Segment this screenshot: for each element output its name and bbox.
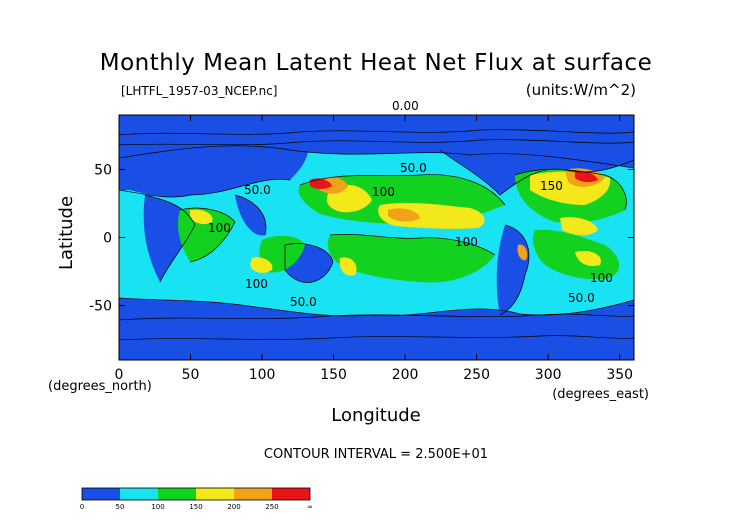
colorbar-label: 100 xyxy=(151,503,164,511)
x-axis-ticks: 0 50 100 150 200 250 300 350 xyxy=(115,115,633,383)
colorbar-swatch xyxy=(196,488,234,500)
contour-label: 100 xyxy=(372,185,395,199)
contour-label: 150 xyxy=(540,179,563,193)
x-axis-units: (degrees_east) xyxy=(552,387,649,402)
x-tick-label: 100 xyxy=(249,367,276,383)
contour-label: 50.0 xyxy=(568,291,595,305)
contour-label: 100 xyxy=(208,221,231,235)
contour-label: 50.0 xyxy=(290,295,317,309)
file-label: [LHTFL_1957-03_NCEP.nc] xyxy=(121,84,277,98)
colorbar: 0 50 100 150 200 250 ∞ xyxy=(80,487,313,511)
plot-area: 50.0 50.0 100 150 100 100 100 100 50.0 5… xyxy=(119,115,634,360)
colorbar-label: 250 xyxy=(265,503,278,511)
colorbar-swatch xyxy=(120,488,158,500)
y-tick-label: -50 xyxy=(89,299,112,315)
y-axis-ticks: 50 0 -50 xyxy=(89,162,634,315)
band-250-inf xyxy=(310,171,598,189)
x-tick-label: 0 xyxy=(115,367,124,383)
chart-title: Monthly Mean Latent Heat Net Flux at sur… xyxy=(100,50,652,76)
colorbar-swatch xyxy=(272,488,310,500)
x-tick-label: 150 xyxy=(320,367,347,383)
colorbar-label: 200 xyxy=(227,503,240,511)
colorbar-swatch xyxy=(158,488,196,500)
y-axis-label: Latitude xyxy=(56,196,77,270)
x-tick-label: 50 xyxy=(182,367,200,383)
colorbar-swatch xyxy=(234,488,272,500)
colorbar-label: 150 xyxy=(189,503,202,511)
contour-lines xyxy=(119,129,634,341)
y-tick-label: 0 xyxy=(103,231,112,247)
colorbar-label: ∞ xyxy=(307,503,313,511)
contour-label: 50.0 xyxy=(400,161,427,175)
x-tick-label: 200 xyxy=(392,367,419,383)
colorbar-frame xyxy=(81,487,311,501)
colorbar-swatch xyxy=(82,488,120,500)
x-tick-label: 250 xyxy=(463,367,490,383)
x-axis-label: Longitude xyxy=(331,405,421,426)
contour-label: 100 xyxy=(590,271,613,285)
x-tick-label: 300 xyxy=(535,367,562,383)
contour-interval: CONTOUR INTERVAL = 2.500E+01 xyxy=(264,447,488,462)
y-tick-label: 50 xyxy=(94,162,112,178)
colorbar-label: 50 xyxy=(116,503,125,511)
colorbar-label: 0 xyxy=(80,503,84,511)
contour-label-top: 0.00 xyxy=(392,99,419,113)
y-axis-units: (degrees_north) xyxy=(48,379,152,394)
contour-label: 50.0 xyxy=(244,183,271,197)
contour-labels: 50.0 50.0 100 150 100 100 100 100 50.0 5… xyxy=(208,161,613,309)
x-tick-label: 350 xyxy=(606,367,633,383)
units-label: (units:W/m^2) xyxy=(526,81,636,99)
contour-label: 100 xyxy=(455,235,478,249)
contour-label: 100 xyxy=(245,277,268,291)
